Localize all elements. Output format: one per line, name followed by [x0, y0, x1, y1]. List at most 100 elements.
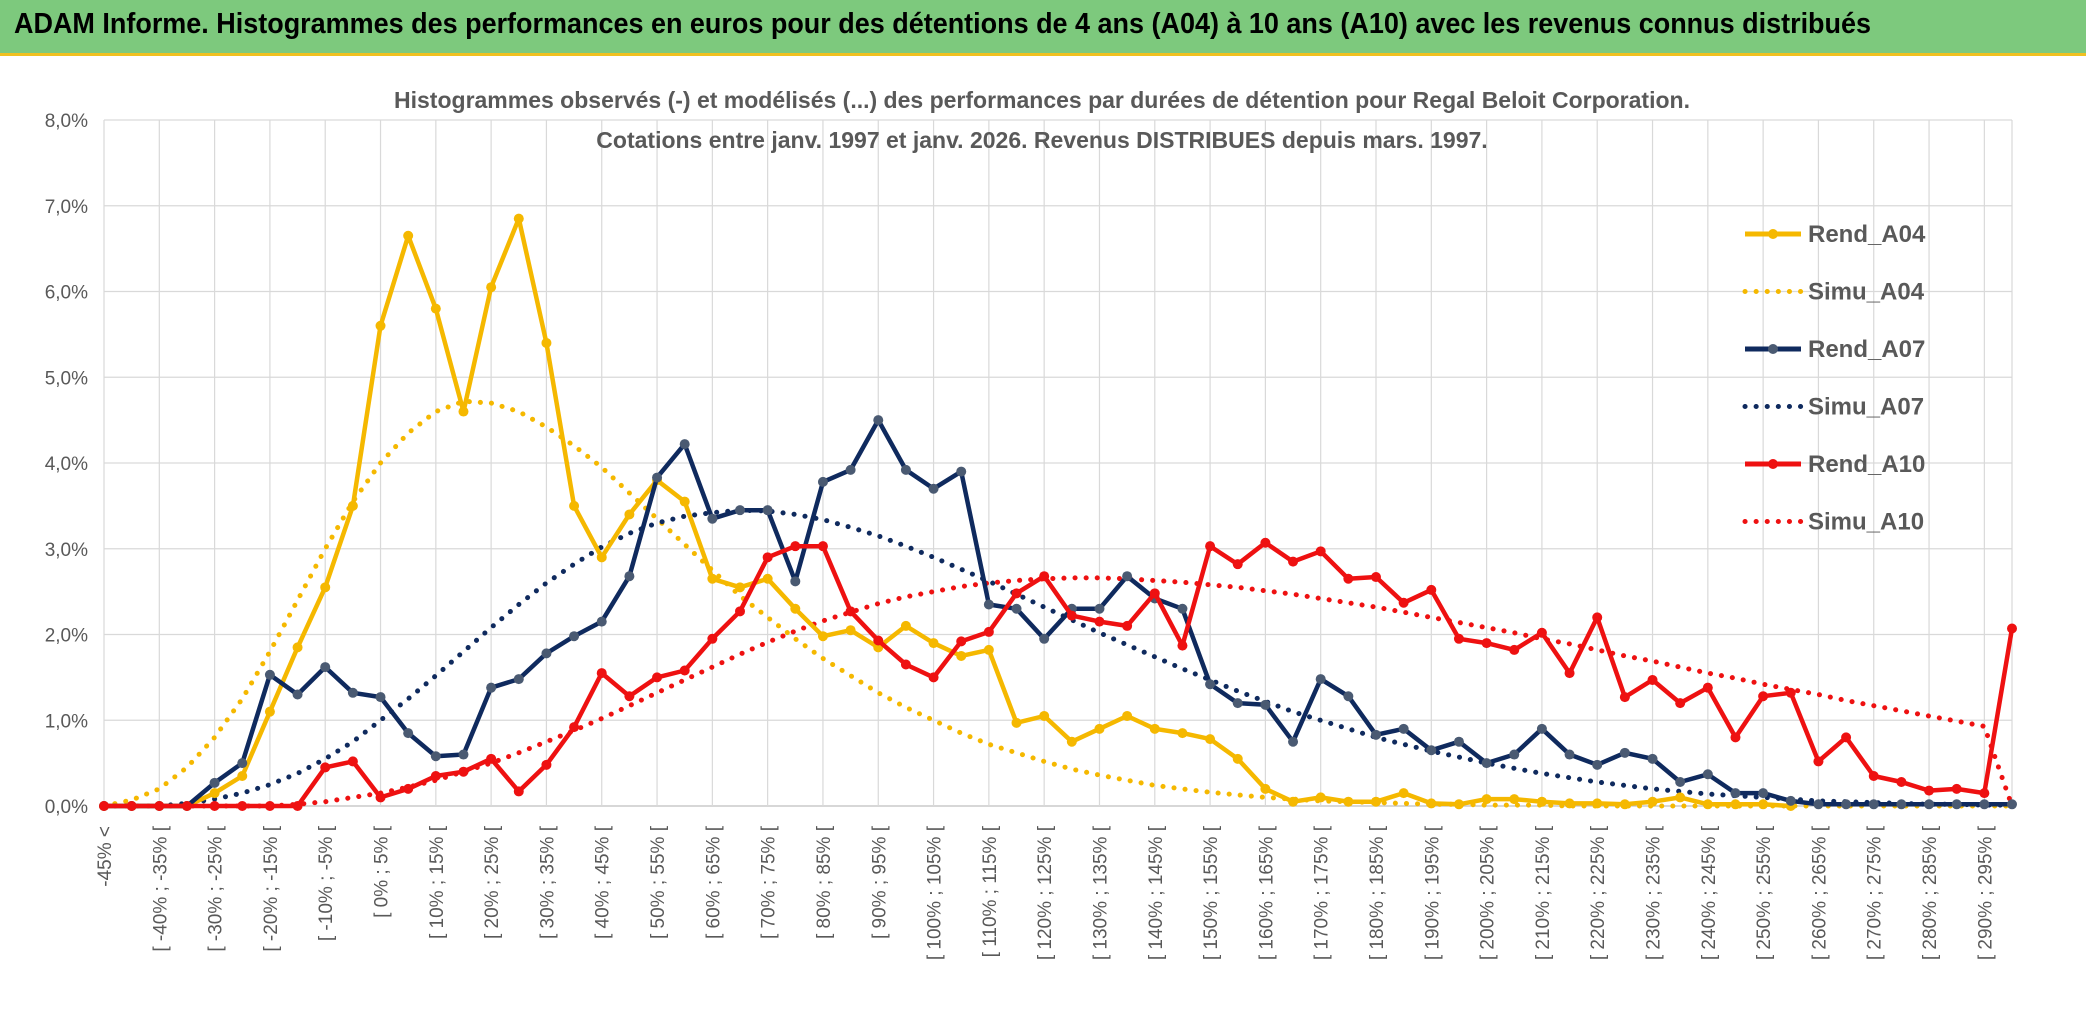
data-point — [513, 786, 524, 797]
data-point — [1924, 799, 1935, 810]
x-tick-label: [ -30% ; -25% [ — [206, 825, 227, 951]
data-point — [900, 620, 911, 631]
data-point — [209, 788, 220, 799]
data-point — [956, 650, 967, 661]
chart-legend: Rend_A04 Simu_A04 Rend_A07 Simu_A07 Rend_A10… — [1742, 221, 1926, 536]
data-point — [1924, 785, 1935, 796]
data-point — [486, 282, 497, 293]
y-tick-label: 3,0% — [45, 540, 88, 561]
y-tick-label: 1,0% — [45, 711, 88, 732]
x-tick-label: [ 250% ; 255% [ — [1754, 825, 1775, 960]
x-tick-label: [ -20% ; -15% [ — [261, 825, 282, 951]
x-tick-label: [ 140% ; 145% [ — [1146, 825, 1167, 960]
data-point — [1232, 698, 1243, 709]
data-point — [541, 337, 552, 348]
x-tick-label: [ 280% ; 285% [ — [1920, 825, 1941, 960]
data-point — [430, 770, 441, 781]
chart-title: Histogrammes observés (-) et modélisés (… — [394, 87, 1690, 153]
x-tick-label: [ -40% ; -35% [ — [150, 825, 171, 951]
data-point — [1149, 588, 1160, 599]
data-point — [1260, 783, 1271, 794]
data-point — [845, 606, 856, 617]
data-point — [1039, 633, 1050, 644]
data-point — [513, 674, 524, 685]
data-point — [1619, 799, 1630, 810]
chart: 0,0% 1,0% 2,0% 3,0% 4,0% 5,0% 6,0% 7,0% 8,0% -45… — [45, 87, 2017, 960]
data-point — [1536, 627, 1547, 638]
data-point — [430, 303, 441, 314]
data-point — [624, 509, 635, 520]
data-point — [1315, 792, 1326, 803]
data-point — [458, 766, 469, 777]
data-point — [1122, 571, 1133, 582]
legend-item-rend-a04: Rend_A04 — [1745, 221, 1926, 248]
y-axis-ticks: 0,0% 1,0% 2,0% 3,0% 4,0% 5,0% 6,0% 7,0% 8,0% — [45, 111, 88, 818]
data-point — [983, 644, 994, 655]
x-tick-label: [ 270% ; 275% [ — [1865, 825, 1886, 960]
data-point — [486, 682, 497, 693]
data-point — [1260, 699, 1271, 710]
x-tick-label: [ -10% ; -5% [ — [316, 825, 337, 941]
data-point — [1315, 546, 1326, 557]
data-point — [1288, 796, 1299, 807]
x-tick-label: [ 230% ; 235% [ — [1644, 825, 1665, 960]
header-bar: ADAM Informe. Histogrammes des performan… — [0, 0, 2086, 56]
x-tick-label: [ 200% ; 205% [ — [1478, 825, 1499, 960]
data-point — [1066, 736, 1077, 747]
data-point — [1592, 612, 1603, 623]
data-point — [1177, 603, 1188, 614]
data-point — [1730, 732, 1741, 743]
data-point — [1702, 799, 1713, 810]
data-point — [209, 801, 220, 811]
data-point — [1343, 573, 1354, 584]
data-point — [735, 582, 745, 593]
data-point — [1426, 798, 1437, 809]
data-point — [1647, 796, 1658, 807]
data-point — [1868, 770, 1879, 781]
y-tick-label: 8,0% — [45, 111, 88, 132]
data-point — [1371, 796, 1381, 807]
data-point — [1868, 799, 1879, 810]
series-line-rend-a04 — [104, 216, 1791, 809]
data-point — [486, 753, 497, 764]
x-tick-label: [ 30% ; 35% [ — [537, 825, 558, 939]
data-point — [1011, 588, 1022, 599]
data-point — [1398, 788, 1409, 799]
data-point — [900, 659, 911, 670]
data-point — [1564, 668, 1575, 679]
data-point — [320, 662, 331, 673]
data-point — [1011, 717, 1022, 728]
data-point — [1647, 753, 1658, 764]
series-line-simu-a07 — [101, 507, 2015, 809]
data-point — [707, 633, 718, 644]
data-point — [1536, 796, 1547, 807]
data-point — [1785, 795, 1796, 806]
legend-label: Simu_A07 — [1808, 394, 1924, 421]
data-point — [1730, 799, 1741, 810]
data-point — [1841, 799, 1852, 810]
data-point — [1951, 783, 1962, 794]
x-tick-label: [ 120% ; 125% [ — [1035, 825, 1056, 960]
data-point — [762, 552, 773, 563]
data-point — [596, 552, 607, 563]
data-point — [1094, 723, 1105, 734]
data-point — [817, 541, 828, 552]
x-tick-label: [ 110% ; 115% [ — [980, 825, 1001, 957]
data-point — [1039, 571, 1050, 582]
data-point — [928, 638, 939, 649]
data-point — [347, 500, 358, 511]
data-point — [320, 762, 331, 773]
chart-title-line: Cotations entre janv. 1997 et janv. 2026… — [596, 127, 1487, 153]
data-point — [762, 505, 773, 516]
data-point — [1205, 734, 1216, 745]
x-tick-label: [ 290% ; 295% [ — [1975, 825, 1996, 960]
data-point — [2007, 799, 2017, 810]
data-point — [624, 571, 635, 582]
y-tick-label: 7,0% — [45, 197, 88, 218]
data-point — [1647, 674, 1658, 685]
data-point — [1730, 788, 1741, 799]
data-point — [790, 603, 801, 614]
data-point — [790, 576, 801, 587]
data-point — [154, 801, 165, 811]
data-point — [1205, 679, 1216, 690]
